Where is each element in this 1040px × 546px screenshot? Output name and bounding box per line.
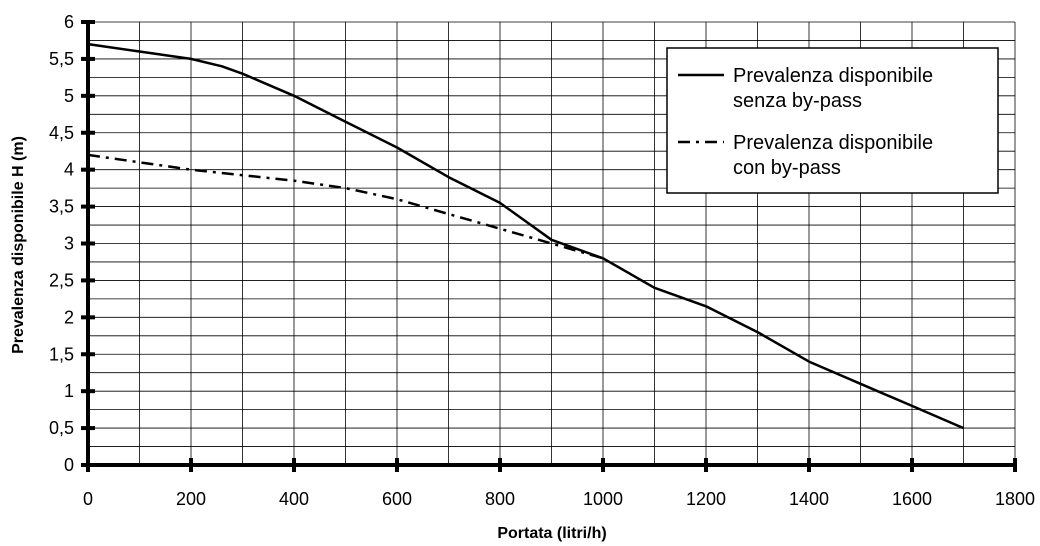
x-tick-label: 0 [83,489,93,509]
y-tick-label: 0 [64,455,74,475]
x-tick-label: 1200 [686,489,726,509]
y-tick-label: 5,5 [49,49,74,69]
y-tick-label: 5 [64,86,74,106]
y-tick-label: 4 [64,160,74,180]
y-tick-label: 4,5 [49,123,74,143]
legend-label-con-line1: Prevalenza disponibile [733,132,933,154]
y-tick-label: 3,5 [49,197,74,217]
y-tick-label: 1,5 [49,344,74,364]
axes [81,20,1017,472]
x-tick-label: 600 [382,489,412,509]
series-line-con-by-pass [87,153,604,260]
x-tick-label: 200 [176,489,206,509]
y-tick-label: 1 [64,381,74,401]
x-tick-label: 800 [485,489,515,509]
x-tick-label: 1600 [892,489,932,509]
y-tick-label: 3 [64,234,74,254]
legend-label-senza-line2: senza by-pass [733,90,862,112]
x-tick-label: 400 [279,489,309,509]
x-tick-label: 1800 [995,489,1035,509]
series-lines [87,42,964,430]
legend-label-con-line2: con by-pass [733,157,841,179]
y-tick-label: 2 [64,307,74,327]
y-tick-label: 6 [64,12,74,32]
y-tick-label: 0,5 [49,418,74,438]
tick-labels: 0 200 400 600 800 1000 1200 1400 1600 1800 0 0,5 1 1,… [49,12,1035,509]
y-tick-label: 2,5 [49,270,74,290]
legend-label-senza-line1: Prevalenza disponibile [733,65,933,87]
x-tick-label: 1000 [583,489,623,509]
x-axis-title: Portata (litri/h) [497,525,606,542]
y-axis-title: Prevalenza disponibile H (m) [10,136,27,354]
series-line-senza-by-pass [87,42,964,430]
legend-box [666,47,999,194]
legend: Prevalenza disponibile senza by-pass Pre… [666,47,999,194]
x-tick-label: 1400 [789,489,829,509]
